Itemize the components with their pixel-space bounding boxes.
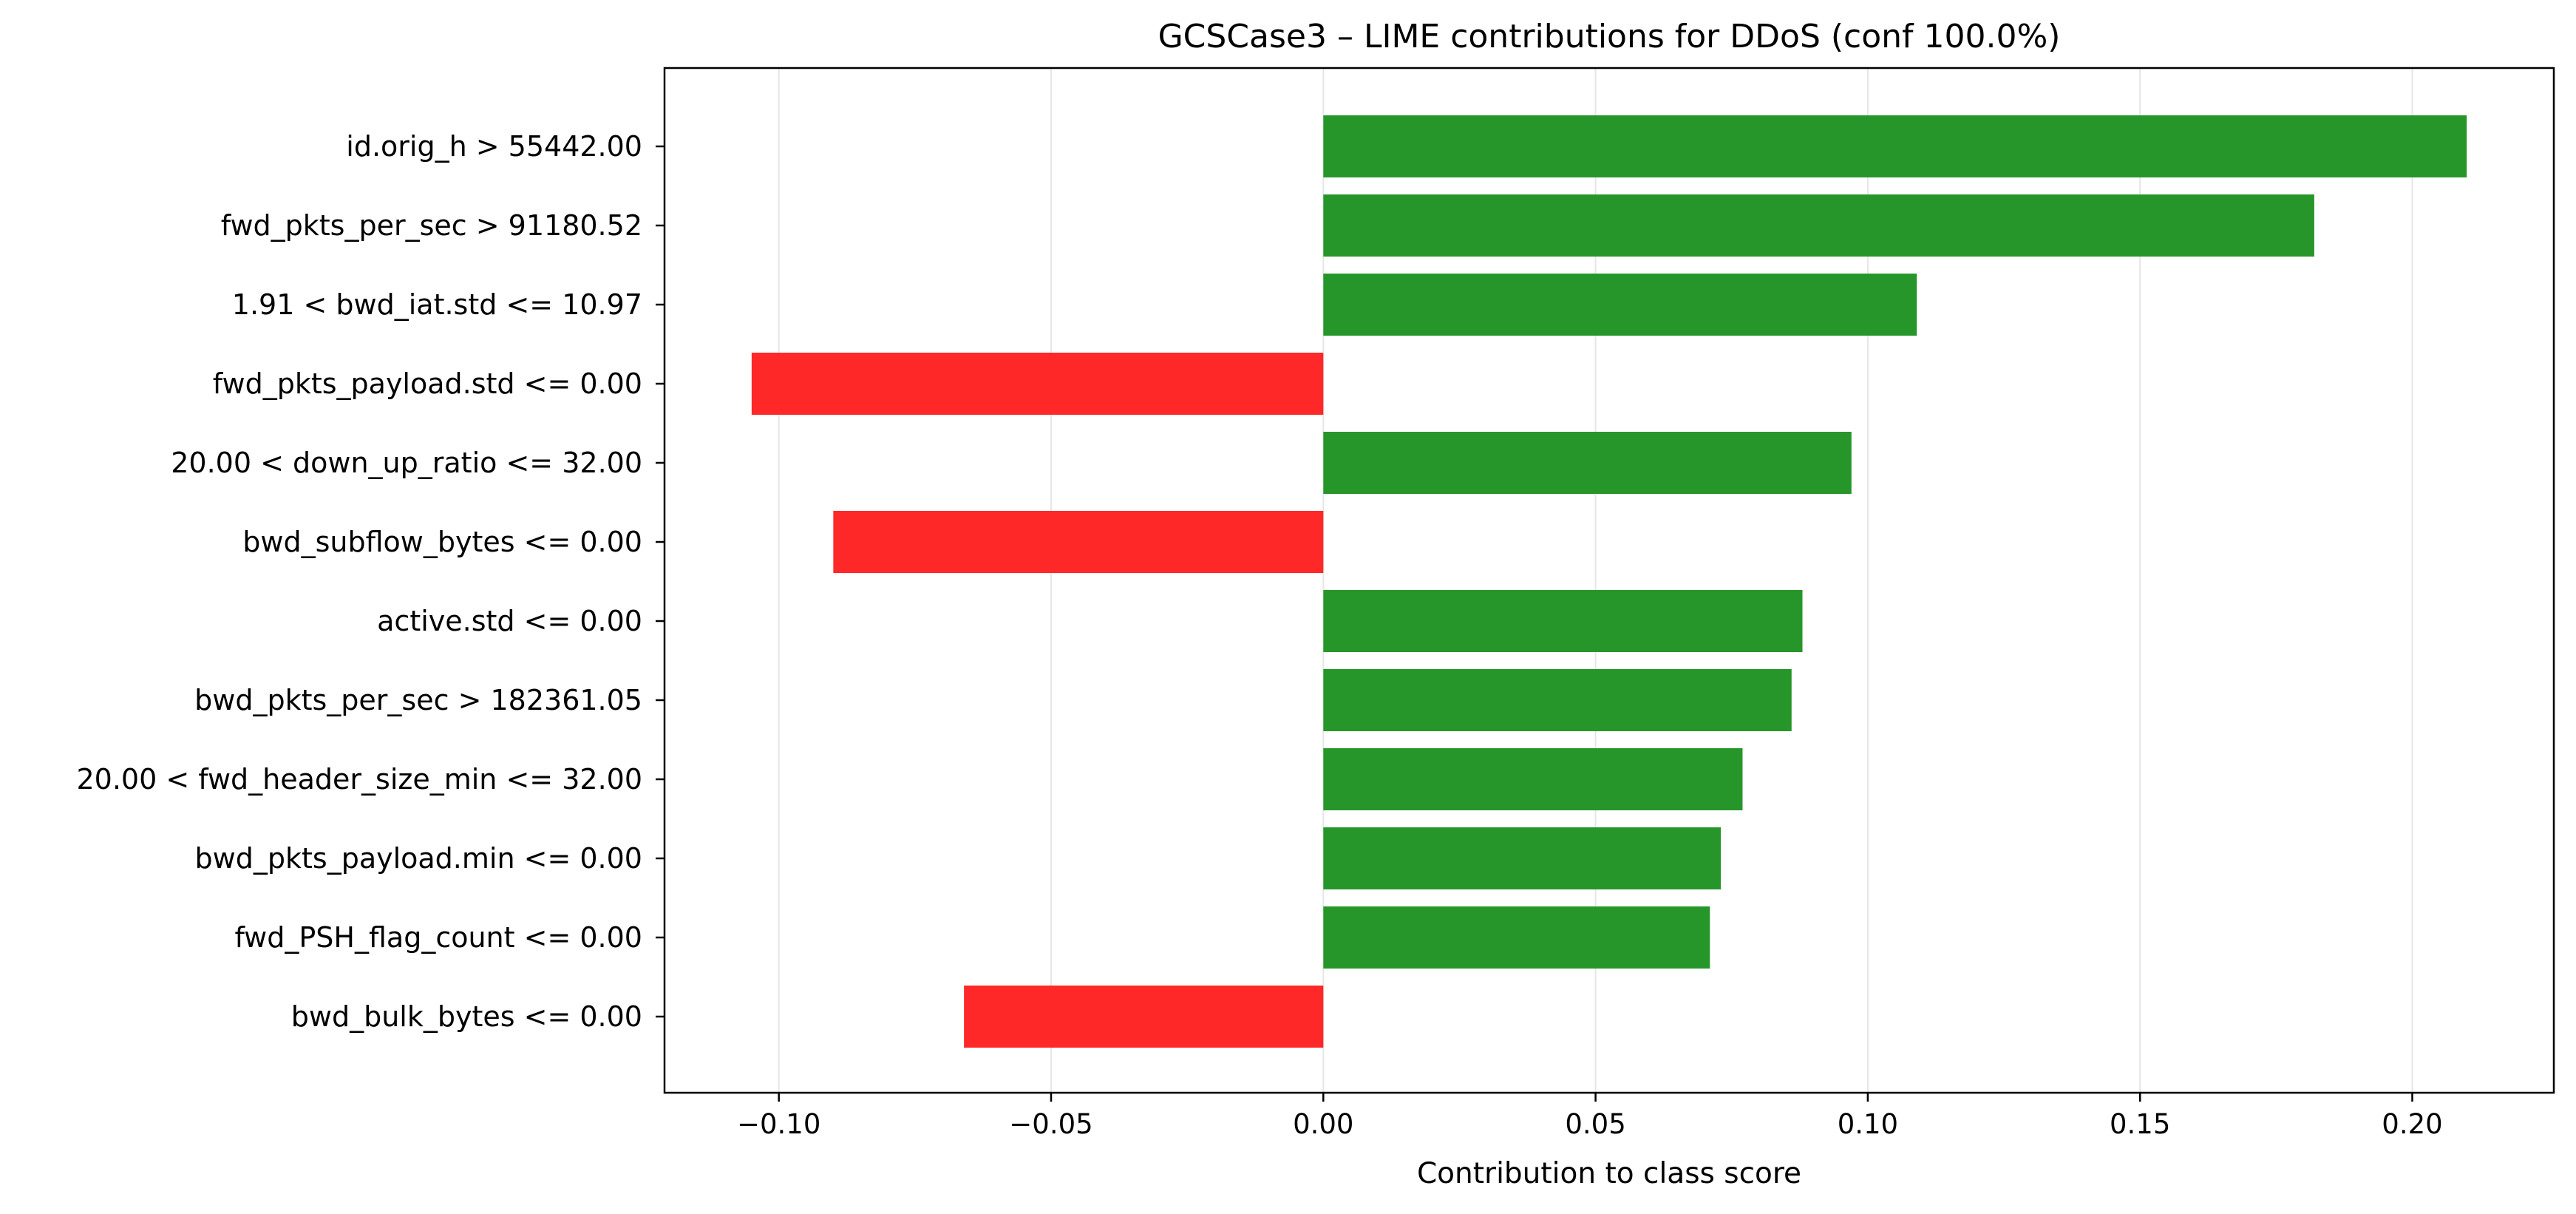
y-tick-label: fwd_pkts_payload.std <= 0.00 xyxy=(213,367,642,400)
x-tick-label: 0.00 xyxy=(1293,1108,1353,1140)
bar-7 xyxy=(1323,669,1792,731)
x-axis-ticks: −0.10 −0.05 0.00 0.05 0.10 0.15 0.20 xyxy=(737,1093,2443,1140)
y-axis-ticks: id.orig_h > 55442.00 fwd_pkts_per_sec > 9… xyxy=(76,130,665,1033)
chart-title: GCSCase3 – LIME contributions for DDoS (… xyxy=(1158,18,2061,55)
y-tick-label: bwd_subflow_bytes <= 0.00 xyxy=(242,526,642,558)
y-tick-label: 20.00 < down_up_ratio <= 32.00 xyxy=(171,447,642,479)
x-axis-label: Contribution to class score xyxy=(1417,1157,1801,1190)
x-tick-label: 0.05 xyxy=(1565,1108,1625,1140)
y-tick-label: 1.91 < bwd_iat.std <= 10.97 xyxy=(232,288,642,321)
y-tick-label: bwd_bulk_bytes <= 0.00 xyxy=(291,1000,642,1033)
x-tick-label: −0.10 xyxy=(737,1108,820,1140)
bar-9 xyxy=(1323,827,1722,889)
y-tick-label: bwd_pkts_per_sec > 182361.05 xyxy=(194,684,642,716)
y-tick-label: active.std <= 0.00 xyxy=(377,605,642,637)
bars xyxy=(751,115,2467,1048)
bar-3 xyxy=(751,353,1324,415)
y-tick-label: id.orig_h > 55442.00 xyxy=(346,130,642,163)
y-tick-label: fwd_PSH_flag_count <= 0.00 xyxy=(234,921,642,954)
plot-frame xyxy=(663,67,2555,1094)
y-tick-label: fwd_pkts_per_sec > 91180.52 xyxy=(221,209,642,242)
bar-2 xyxy=(1323,274,1917,336)
x-tick-label: −0.05 xyxy=(1009,1108,1092,1140)
bar-5 xyxy=(833,511,1324,573)
y-tick-label: bwd_pkts_payload.min <= 0.00 xyxy=(195,842,642,875)
bar-0 xyxy=(1323,115,2467,177)
bar-4 xyxy=(1323,432,1852,494)
bar-10 xyxy=(1323,906,1710,969)
x-tick-label: 0.10 xyxy=(1838,1108,1898,1140)
bar-11 xyxy=(964,986,1324,1048)
y-tick-label: 20.00 < fwd_header_size_min <= 32.00 xyxy=(76,763,642,796)
bar-1 xyxy=(1323,194,2314,257)
x-tick-label: 0.20 xyxy=(2382,1108,2442,1140)
bar-8 xyxy=(1323,748,1743,810)
x-tick-label: 0.15 xyxy=(2110,1108,2170,1140)
bar-6 xyxy=(1323,590,1803,652)
